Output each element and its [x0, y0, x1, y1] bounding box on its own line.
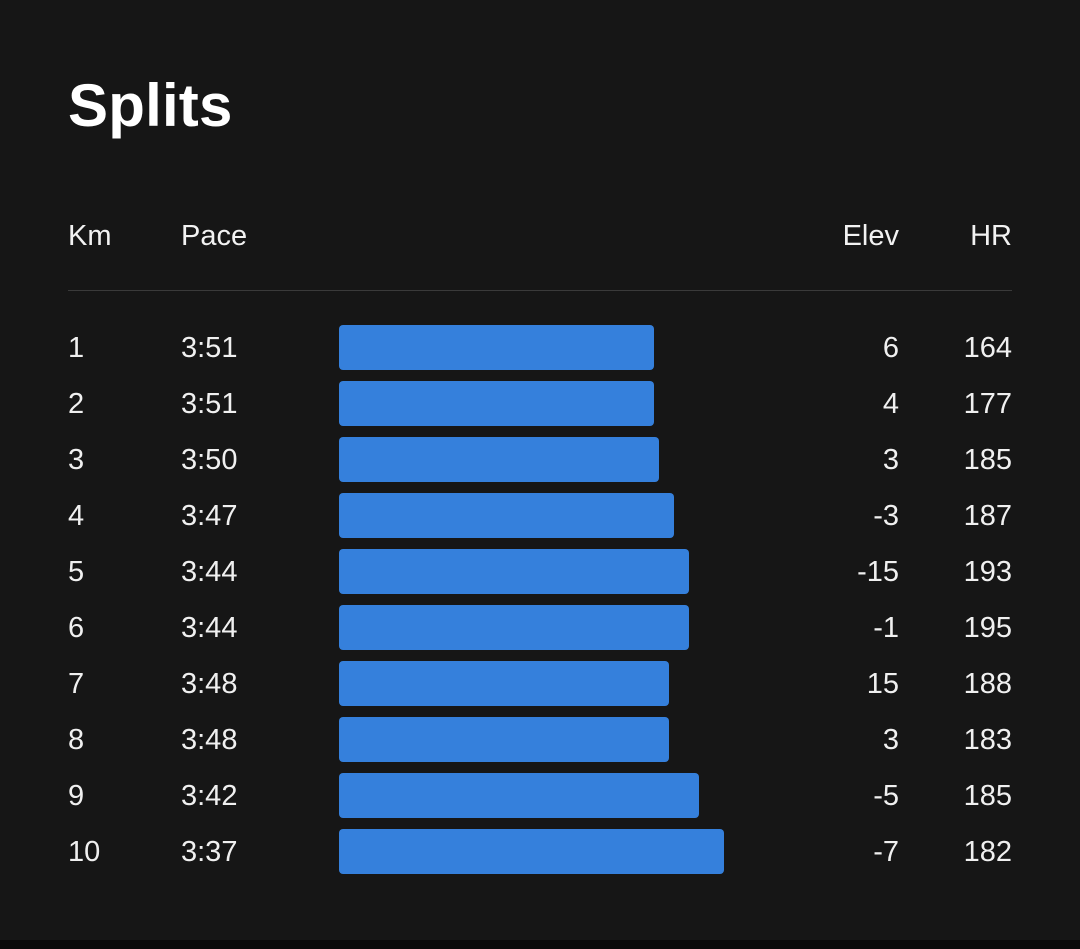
pace-bar — [339, 493, 674, 538]
split-elev: 3 — [882, 724, 899, 756]
column-header-pace: Pace — [181, 220, 248, 252]
table-row[interactable]: 10 3:37 -7 182 — [0, 829, 1080, 875]
split-elev: -3 — [873, 500, 899, 532]
split-km: 2 — [68, 388, 85, 420]
pace-bar — [339, 549, 689, 594]
table-row[interactable]: 4 3:47 -3 187 — [0, 493, 1080, 539]
table-row[interactable]: 9 3:42 -5 185 — [0, 773, 1080, 819]
split-hr: 183 — [963, 724, 1012, 756]
split-hr: 182 — [963, 836, 1012, 868]
pace-bar — [339, 381, 654, 426]
table-row[interactable]: 2 3:51 4 177 — [0, 381, 1080, 427]
split-pace: 3:48 — [181, 724, 238, 756]
split-km: 9 — [68, 780, 85, 812]
split-hr: 195 — [963, 612, 1012, 644]
bottom-edge — [0, 940, 1080, 949]
split-elev: 4 — [882, 388, 899, 420]
split-km: 3 — [68, 444, 85, 476]
pace-bar — [339, 773, 699, 818]
split-pace: 3:37 — [181, 836, 238, 868]
split-pace: 3:51 — [181, 388, 238, 420]
split-elev: -5 — [873, 780, 899, 812]
pace-bar — [339, 437, 659, 482]
column-header-km: Km — [68, 220, 112, 252]
split-pace: 3:42 — [181, 780, 238, 812]
split-hr: 188 — [963, 668, 1012, 700]
split-km: 5 — [68, 556, 85, 588]
table-row[interactable]: 7 3:48 15 188 — [0, 661, 1080, 707]
split-hr: 185 — [963, 780, 1012, 812]
table-row[interactable]: 5 3:44 -15 193 — [0, 549, 1080, 595]
split-hr: 177 — [963, 388, 1012, 420]
pace-bar — [339, 605, 689, 650]
split-km: 7 — [68, 668, 85, 700]
split-pace: 3:44 — [181, 612, 238, 644]
split-elev: -15 — [857, 556, 899, 588]
split-elev: -7 — [873, 836, 899, 868]
pace-bar — [339, 661, 669, 706]
split-hr: 187 — [963, 500, 1012, 532]
split-pace: 3:50 — [181, 444, 238, 476]
split-km: 10 — [68, 836, 101, 868]
pace-bar — [339, 829, 724, 874]
table-row[interactable]: 6 3:44 -1 195 — [0, 605, 1080, 651]
split-km: 1 — [68, 332, 85, 364]
pace-bar — [339, 717, 669, 762]
split-km: 8 — [68, 724, 85, 756]
pace-bar — [339, 325, 654, 370]
split-hr: 185 — [963, 444, 1012, 476]
split-hr: 193 — [963, 556, 1012, 588]
split-pace: 3:44 — [181, 556, 238, 588]
table-row[interactable]: 1 3:51 6 164 — [0, 325, 1080, 371]
split-elev: 15 — [866, 668, 899, 700]
table-row[interactable]: 3 3:50 3 185 — [0, 437, 1080, 483]
page-title: Splits — [68, 72, 233, 139]
split-elev: -1 — [873, 612, 899, 644]
split-pace: 3:47 — [181, 500, 238, 532]
column-header-elev: Elev — [842, 220, 899, 252]
column-header-hr: HR — [970, 220, 1012, 252]
split-km: 4 — [68, 500, 85, 532]
split-elev: 6 — [882, 332, 899, 364]
split-pace: 3:51 — [181, 332, 238, 364]
table-header: Km Pace Elev HR — [0, 216, 1080, 256]
split-hr: 164 — [963, 332, 1012, 364]
split-pace: 3:48 — [181, 668, 238, 700]
header-divider — [68, 290, 1012, 291]
split-elev: 3 — [882, 444, 899, 476]
split-km: 6 — [68, 612, 85, 644]
table-row[interactable]: 8 3:48 3 183 — [0, 717, 1080, 763]
